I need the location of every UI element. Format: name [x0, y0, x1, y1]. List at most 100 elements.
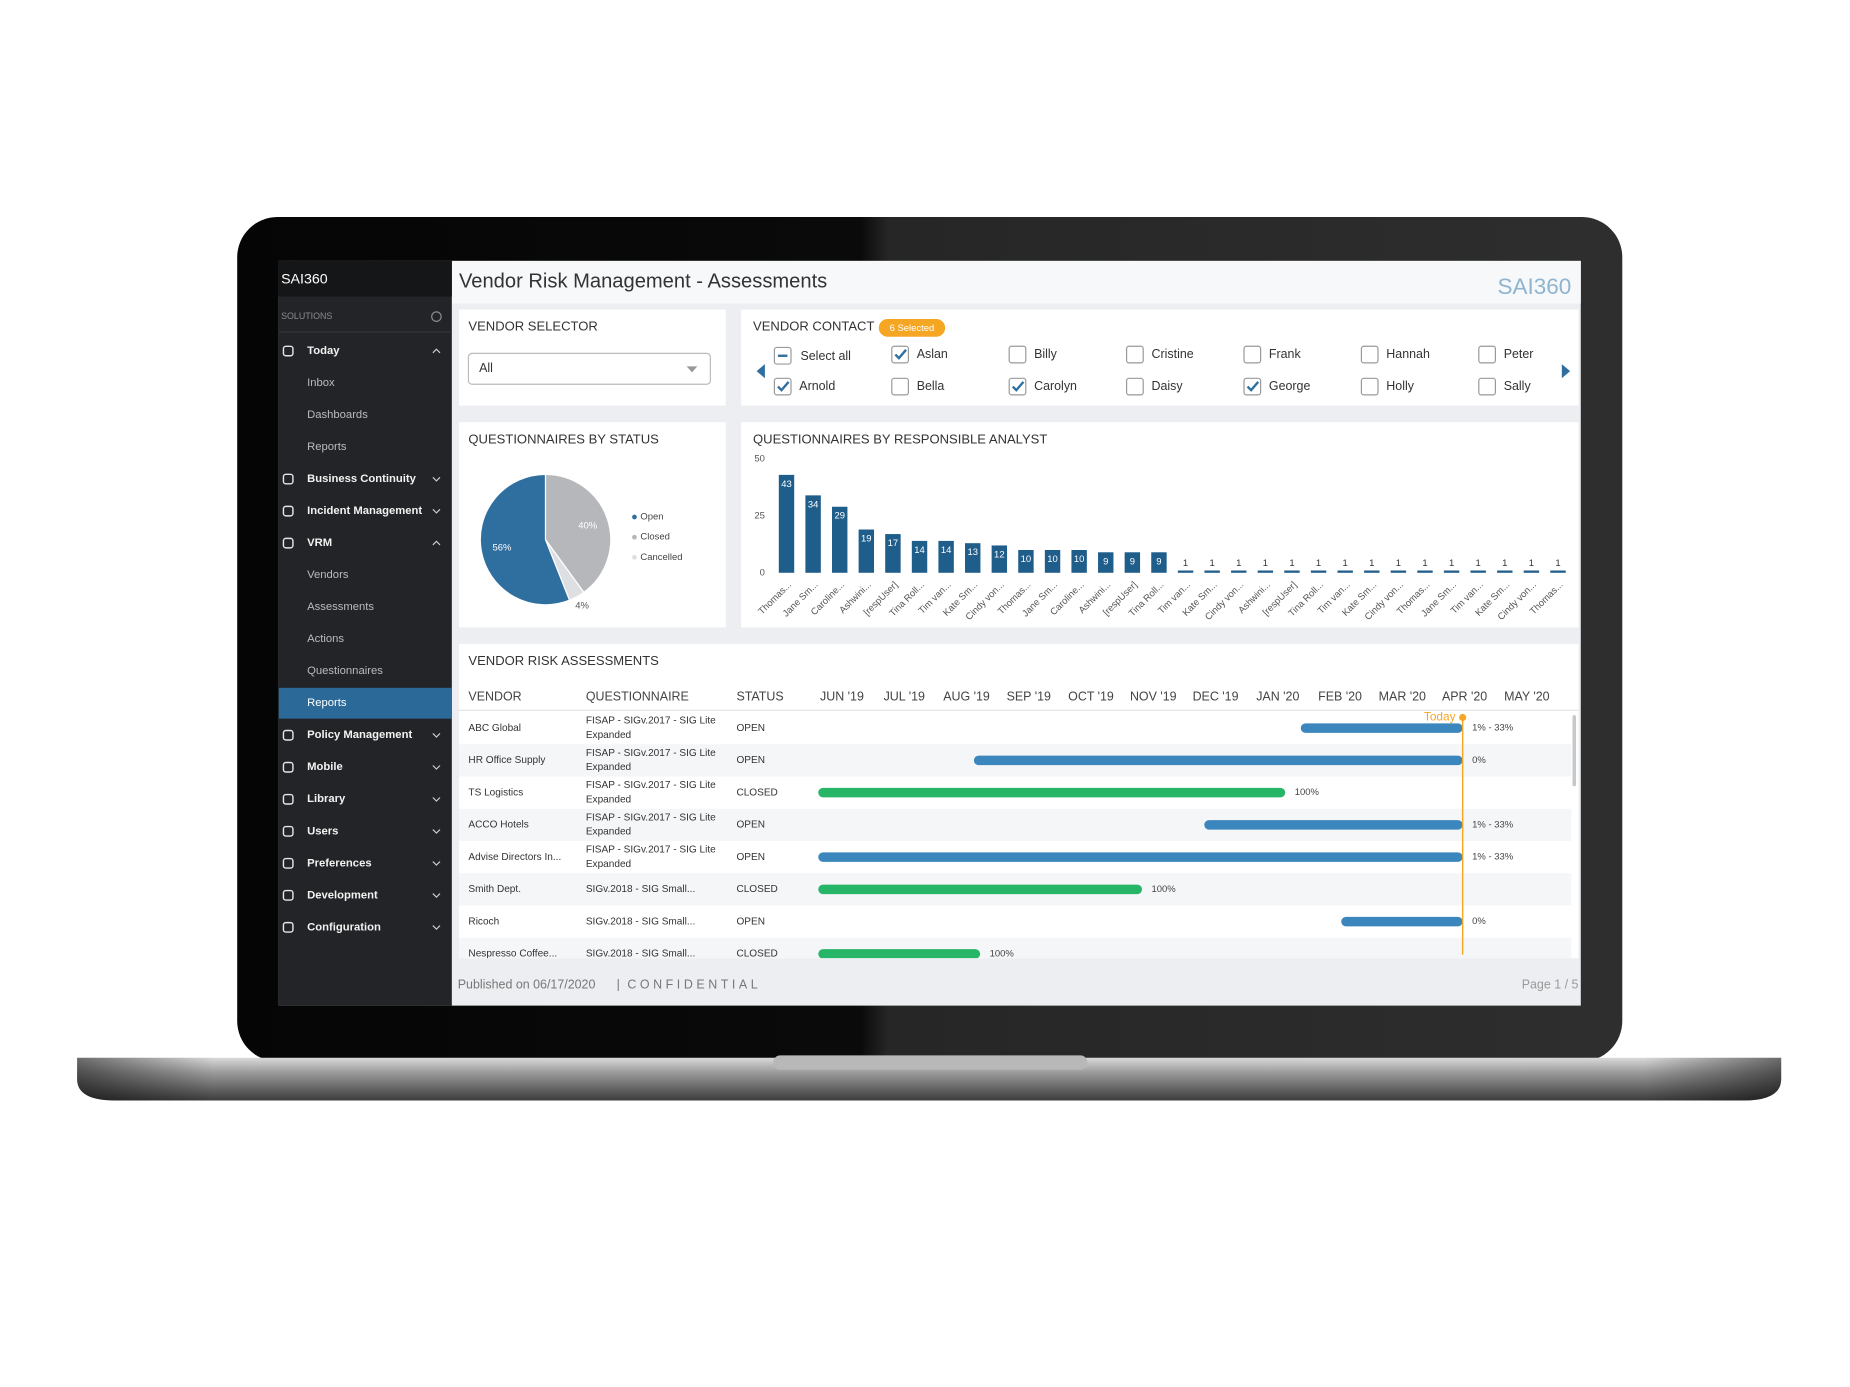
bar-value-label: 1 [1476, 558, 1481, 569]
scroll-right[interactable] [1561, 364, 1571, 379]
scroll-left[interactable] [756, 364, 765, 379]
pie-label: 40% [578, 520, 598, 531]
panel-title: VENDOR RISK ASSESSMENTS [468, 653, 659, 668]
chevron [432, 797, 441, 802]
checkbox-label: George [1269, 379, 1311, 393]
status-cell: OPEN [736, 916, 765, 927]
nav-item[interactable]: VRM [307, 537, 332, 549]
column-header: VENDOR [468, 690, 521, 704]
checkbox[interactable] [1360, 345, 1379, 364]
bar [858, 529, 875, 573]
status-cell: OPEN [736, 852, 765, 863]
checkbox[interactable] [1126, 345, 1144, 364]
checkbox-label: Cristine [1152, 347, 1194, 361]
row-stripe [458, 937, 1572, 959]
bar-value-label: 9 [1103, 556, 1108, 567]
legend-swatch [632, 534, 637, 540]
bar-value-label: 9 [1130, 556, 1135, 567]
checkbox[interactable] [891, 345, 909, 364]
progress-label: 100% [990, 948, 1015, 959]
nav-subitem[interactable]: Questionnaires [307, 665, 383, 677]
nav-icon [282, 729, 294, 741]
nav-item[interactable]: Mobile [307, 761, 343, 773]
bar-value-label: 1 [1529, 558, 1534, 569]
questionnaire-cell: Expanded [586, 730, 631, 741]
bar [1337, 570, 1353, 573]
bar-value-label: 1 [1316, 558, 1321, 569]
bar [1550, 570, 1566, 573]
footer-published: Published on 06/17/2020 [458, 978, 596, 992]
nav-item[interactable]: Today [307, 345, 340, 357]
nav-subitem[interactable]: Vendors [307, 569, 349, 581]
checkbox[interactable] [1008, 377, 1027, 396]
nav-icon [282, 825, 294, 837]
bar-value-label: 1 [1555, 558, 1560, 569]
nav-subitem[interactable]: Assessments [307, 601, 374, 613]
checkbox[interactable] [1243, 377, 1262, 396]
scrollbar[interactable] [1572, 715, 1577, 787]
pie-label: 4% [575, 601, 589, 612]
dropdown[interactable] [467, 352, 711, 385]
checkbox-label: Frank [1269, 347, 1302, 361]
nav-item[interactable]: Configuration [307, 921, 381, 933]
nav-subitem[interactable]: Reports [307, 697, 347, 709]
checkbox[interactable] [773, 377, 792, 396]
questionnaire-cell: FISAP - SIGv.2017 - SIG Lite [586, 716, 716, 727]
gantt-bar [818, 852, 1463, 862]
panel-title: VENDOR CONTACT [753, 319, 874, 334]
nav-subitem[interactable]: Dashboards [307, 409, 368, 421]
bar-value-label: 1 [1396, 558, 1401, 569]
nav-icon [282, 345, 294, 357]
today-marker [1459, 713, 1467, 722]
questionnaire-cell: Expanded [586, 827, 631, 838]
bar-value-label: 43 [781, 479, 792, 490]
bar-value-label: 9 [1156, 556, 1161, 567]
checkbox[interactable] [1126, 377, 1144, 396]
chevron [432, 348, 441, 354]
nav-icon [282, 921, 294, 933]
checkbox[interactable] [1008, 345, 1027, 364]
settings-icon[interactable] [431, 311, 442, 322]
gantt-rows: ABC Global FISAP - SIGv.2017 - SIG Lite Ex… [458, 716, 1572, 959]
bar [1204, 570, 1220, 573]
progress-label: 1% - 33% [1472, 723, 1514, 734]
bar [805, 495, 821, 573]
nav-subitem[interactable]: Actions [307, 633, 344, 645]
bar [1364, 570, 1380, 573]
checkbox[interactable] [1478, 377, 1496, 396]
y-tick-label: 25 [754, 510, 765, 521]
nav-item[interactable]: Library [307, 793, 346, 805]
checkbox[interactable] [1360, 377, 1379, 396]
bar [832, 506, 848, 573]
checkmark [1246, 381, 1260, 392]
nav-item[interactable]: Preferences [307, 857, 371, 869]
page-title: Vendor Risk Management - Assessments [459, 271, 827, 293]
nav-item[interactable]: Users [307, 825, 338, 837]
vendor-cell: TS Logistics [468, 787, 523, 798]
nav-item[interactable]: Development [307, 889, 378, 901]
vendor-cell: ABC Global [468, 723, 521, 734]
bar-value-label: 13 [967, 547, 978, 558]
checkbox[interactable] [1478, 345, 1496, 364]
month-label: NOV '19 [1130, 690, 1177, 704]
bar [1417, 570, 1433, 573]
bar [778, 474, 795, 573]
nav-item[interactable]: Policy Management [307, 729, 412, 741]
month-label: JUN '19 [820, 690, 864, 704]
checkbox[interactable] [1243, 345, 1262, 364]
bar-value-label: 1 [1369, 558, 1374, 569]
nav-item[interactable]: Business Continuity [307, 473, 417, 485]
nav-icon [282, 761, 294, 773]
checkbox[interactable] [891, 377, 909, 396]
vendor-cell: Ricoch [468, 916, 499, 927]
bar [991, 545, 1008, 573]
panel [741, 422, 1579, 628]
bar [1257, 570, 1274, 573]
sidebar-logo-bar [278, 260, 452, 297]
status-cell: CLOSED [736, 787, 777, 798]
checkbox-label: Hannah [1386, 347, 1430, 361]
nav-subitem[interactable]: Inbox [307, 377, 335, 389]
nav-item[interactable]: Incident Management [307, 505, 422, 517]
chevron [432, 765, 441, 770]
nav-subitem[interactable]: Reports [307, 441, 347, 453]
